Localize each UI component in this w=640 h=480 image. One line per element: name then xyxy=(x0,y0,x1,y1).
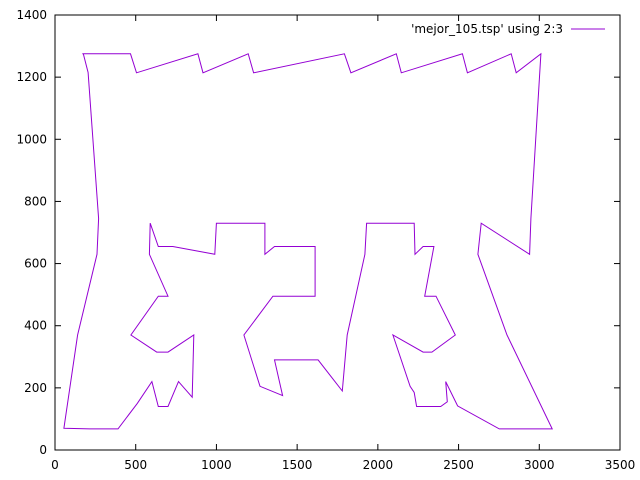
y-tick-label: 800 xyxy=(24,194,47,208)
series-layer xyxy=(63,52,553,430)
y-tick-label: 1000 xyxy=(16,132,47,146)
x-tick-label: 1000 xyxy=(201,458,232,472)
x-tick-label: 500 xyxy=(124,458,147,472)
x-tick-label: 0 xyxy=(51,458,59,472)
series-line xyxy=(63,52,553,430)
x-tick-label: 2500 xyxy=(443,458,474,472)
y-tick-label: 600 xyxy=(24,257,47,271)
y-tick-label: 1200 xyxy=(16,70,47,84)
y-tick-label: 1400 xyxy=(16,8,47,22)
x-tick-label: 3000 xyxy=(524,458,555,472)
legend-label: 'mejor_105.tsp' using 2:3 xyxy=(411,22,563,36)
y-tick-label: 0 xyxy=(39,443,47,457)
x-tick-label: 2000 xyxy=(363,458,394,472)
x-tick-label: 1500 xyxy=(282,458,313,472)
legend: 'mejor_105.tsp' using 2:3 xyxy=(411,22,605,36)
y-tick-label: 400 xyxy=(24,319,47,333)
x-tick-label: 3500 xyxy=(605,458,636,472)
y-tick-label: 200 xyxy=(24,381,47,395)
plot-border xyxy=(54,14,621,451)
tick-labels: 0 500 1000 1500 2000 2500 3000 3500 0 200 400 600 80… xyxy=(16,8,635,472)
